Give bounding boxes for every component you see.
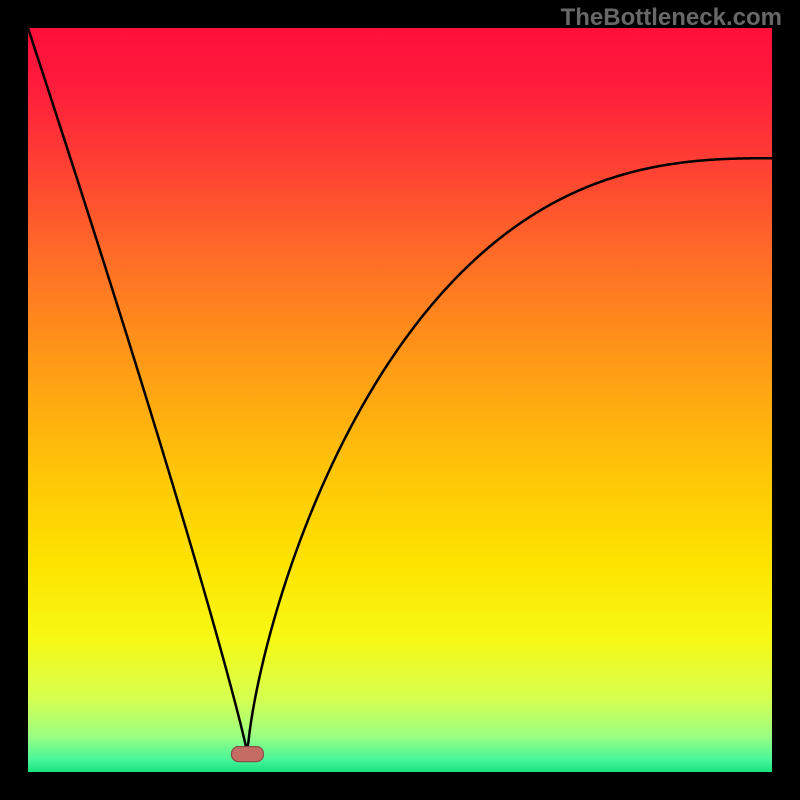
optimal-marker (231, 747, 263, 762)
bottleneck-chart (0, 0, 800, 800)
chart-container: TheBottleneck.com (0, 0, 800, 800)
watermark-text: TheBottleneck.com (561, 4, 782, 32)
plot-background (28, 28, 772, 772)
